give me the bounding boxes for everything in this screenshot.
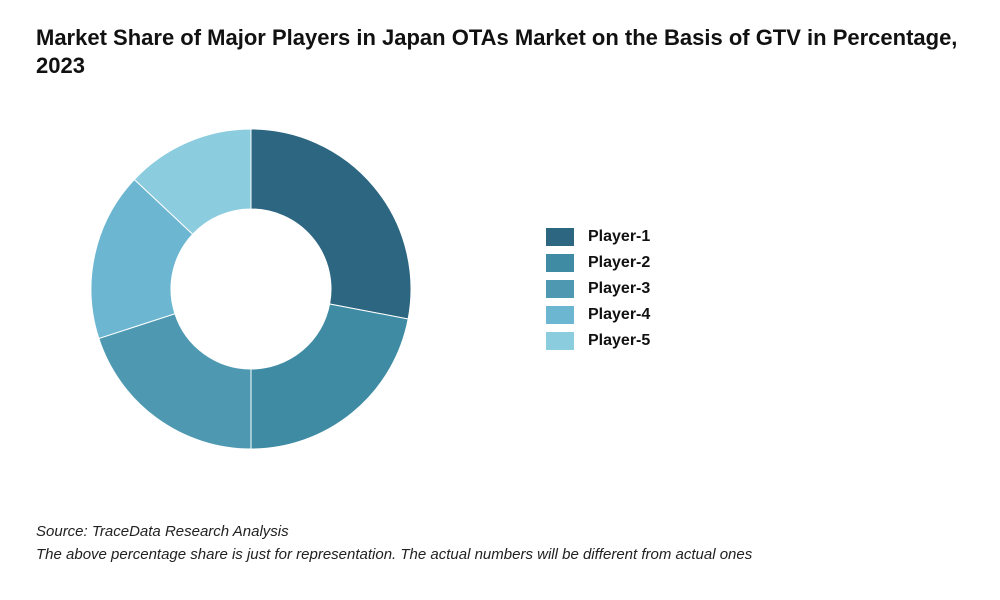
legend-item: Player-2 bbox=[546, 254, 650, 272]
footer-source: Source: TraceData Research Analysis bbox=[36, 521, 752, 544]
legend-item: Player-4 bbox=[546, 306, 650, 324]
legend: Player-1 Player-2 Player-3 Player-4 Player-5 bbox=[546, 220, 650, 358]
footer: Source: TraceData Research Analysis The … bbox=[36, 521, 752, 566]
donut-container bbox=[36, 119, 466, 459]
donut-chart bbox=[36, 119, 466, 459]
legend-label: Player-2 bbox=[588, 254, 650, 272]
legend-swatch bbox=[546, 280, 574, 298]
legend-label: Player-5 bbox=[588, 332, 650, 350]
donut-slice bbox=[99, 314, 251, 449]
legend-label: Player-4 bbox=[588, 306, 650, 324]
legend-label: Player-3 bbox=[588, 280, 650, 298]
legend-swatch bbox=[546, 254, 574, 272]
legend-label: Player-1 bbox=[588, 228, 650, 246]
legend-swatch bbox=[546, 306, 574, 324]
legend-item: Player-3 bbox=[546, 280, 650, 298]
chart-title: Market Share of Major Players in Japan O… bbox=[36, 24, 964, 79]
footer-disclaimer: The above percentage share is just for r… bbox=[36, 544, 752, 567]
legend-swatch bbox=[546, 228, 574, 246]
legend-swatch bbox=[546, 332, 574, 350]
legend-item: Player-5 bbox=[546, 332, 650, 350]
chart-row: Player-1 Player-2 Player-3 Player-4 Player-5 bbox=[36, 119, 964, 459]
donut-slice bbox=[251, 129, 411, 319]
legend-item: Player-1 bbox=[546, 228, 650, 246]
donut-slice bbox=[251, 304, 408, 449]
